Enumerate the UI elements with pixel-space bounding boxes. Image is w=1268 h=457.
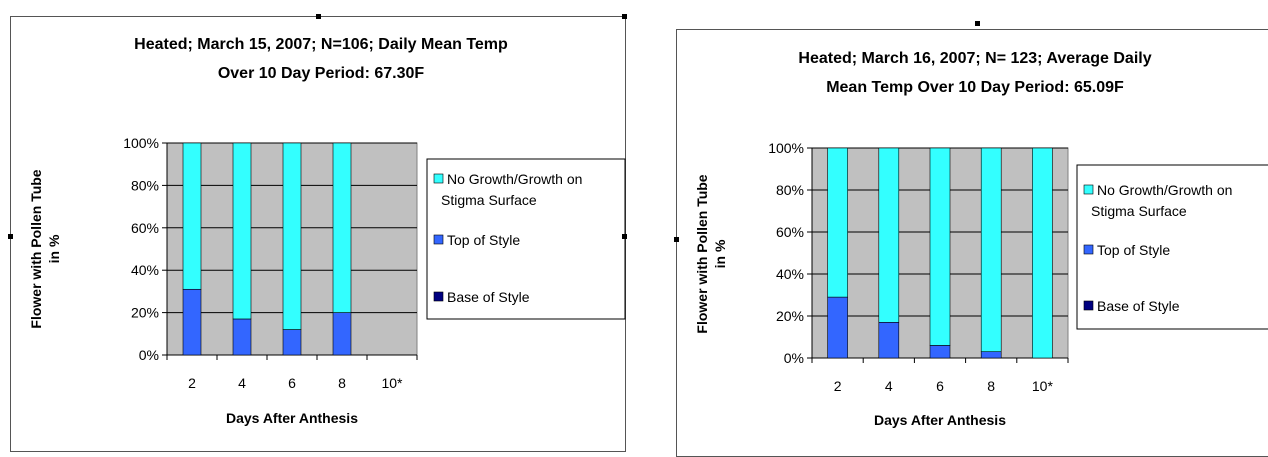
chart-title-line: Over 10 Day Period: 67.30F [218, 65, 425, 82]
legend-label: Top of Style [1097, 242, 1170, 258]
bar-segment [232, 318, 252, 356]
legend-label-line: Stigma Surface [441, 192, 537, 208]
y-tick-label: 20% [131, 305, 159, 321]
bar-segment [929, 345, 951, 359]
resize-handle[interactable] [622, 234, 627, 239]
legend-swatch [433, 291, 444, 302]
x-tick-label: 6 [936, 378, 944, 394]
legend-label-line: No Growth/Growth on [1097, 182, 1232, 198]
y-tick-label: 0% [784, 350, 804, 366]
legend-swatch [433, 234, 444, 245]
legend-label: Top of Style [447, 232, 520, 248]
y-axis-title-line: Flower with Pollen Tube [694, 174, 710, 333]
legend-swatch [1083, 244, 1094, 255]
legend-swatch [1083, 300, 1094, 311]
y-tick-label: 80% [131, 177, 159, 193]
bar-segment [980, 147, 1002, 352]
bar-segment [1032, 147, 1053, 359]
y-tick-label: 0% [139, 347, 159, 363]
legend-label: Base of Style [1097, 298, 1180, 314]
resize-handle[interactable] [975, 21, 980, 26]
legend-label: No Growth/Growth on Stigma Surface [1091, 182, 1232, 219]
bar-segment [929, 147, 951, 346]
chart-title-line: Heated; March 16, 2007; N= 123; Average … [798, 50, 1151, 67]
x-tick-label: 8 [987, 378, 995, 394]
bar-segment [332, 312, 352, 356]
y-tick-label: 100% [123, 135, 159, 151]
bar-segment [980, 351, 1002, 359]
x-tick-label: 2 [188, 375, 196, 391]
bar-segment [282, 142, 302, 330]
bar-segment [332, 142, 352, 313]
resize-handle[interactable] [8, 234, 13, 239]
legend-label-line: Stigma Surface [1091, 203, 1187, 219]
x-tick-label: 4 [885, 378, 893, 394]
legend-label: No Growth/Growth on Stigma Surface [441, 171, 582, 208]
legend-label-line: No Growth/Growth on [447, 171, 582, 187]
legend-box [426, 158, 626, 320]
legend-swatch [433, 173, 444, 184]
bar-segment [182, 142, 202, 290]
x-tick-label: 6 [288, 375, 296, 391]
y-tick-label: 60% [776, 224, 804, 240]
legend-swatch [1083, 184, 1094, 195]
x-tick-label: 10* [1032, 378, 1054, 394]
y-tick-label: 100% [768, 140, 804, 156]
x-tick-label: 2 [834, 378, 842, 394]
chart-right: Heated; March 16, 2007; N= 123; Average … [694, 50, 1268, 428]
resize-handle[interactable] [622, 14, 627, 19]
bar-segment [827, 296, 848, 359]
chart-title-line: Mean Temp Over 10 Day Period: 65.09F [826, 79, 1124, 96]
bar-segment [282, 329, 302, 356]
chart-left: Heated; March 15, 2007; N=106; Daily Mea… [28, 36, 626, 426]
x-axis-title: Days After Anthesis [226, 410, 358, 426]
y-tick-label: 40% [776, 266, 804, 282]
resize-handle[interactable] [316, 14, 321, 19]
x-tick-label: 4 [238, 375, 246, 391]
legend-box [1076, 164, 1268, 330]
resize-handle[interactable] [674, 237, 679, 242]
x-axis-title: Days After Anthesis [874, 412, 1006, 428]
y-tick-label: 80% [776, 182, 804, 198]
y-tick-label: 40% [131, 262, 159, 278]
x-tick-label: 8 [338, 375, 346, 391]
legend-label: Base of Style [447, 289, 530, 305]
chart-title-line: Heated; March 15, 2007; N=106; Daily Mea… [134, 36, 508, 53]
bar-segment [878, 147, 900, 323]
y-axis-title-line: in % [712, 239, 728, 268]
x-tick-label: 10* [381, 375, 403, 391]
bar-segment [182, 288, 202, 356]
y-tick-label: 20% [776, 308, 804, 324]
bar-segment [232, 142, 252, 320]
y-axis-title-line: Flower with Pollen Tube [28, 169, 44, 328]
chart-panel-left[interactable]: Heated; March 15, 2007; N=106; Daily Mea… [10, 16, 626, 452]
y-axis-title-line: in % [46, 234, 62, 263]
bar-segment [878, 321, 900, 359]
y-tick-label: 60% [131, 220, 159, 236]
bar-segment [827, 147, 848, 298]
chart-panel-right[interactable]: Heated; March 16, 2007; N= 123; Average … [676, 29, 1268, 457]
